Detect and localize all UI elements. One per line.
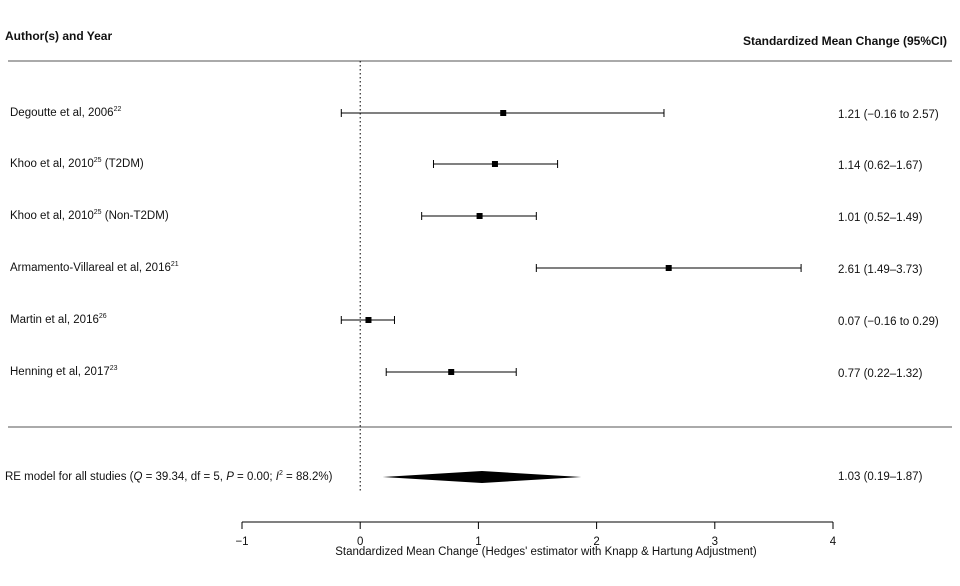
study-name: Khoo et al, 2010 [10,210,94,222]
point-estimate [665,265,672,271]
x-tick-label: 3 [712,536,718,548]
summary-label-part: 2 [279,470,283,477]
x-tick-label: −1 [235,536,248,548]
summary-label: RE model for all studies (Q = 39.34, df … [5,470,333,483]
summary-label-part: = 88.2%) [283,471,333,483]
study-label: Henning et al, 201723 [10,365,118,378]
study-ref: 25 [94,209,102,216]
summary-label-part: = 0.00; [234,471,276,483]
study-ref: 22 [114,106,122,113]
left-header: Author(s) and Year [5,29,112,43]
x-tick-label: 1 [475,536,481,548]
right-header: Standardized Mean Change (95%CI) [743,34,947,48]
summary-label-part: Q [133,471,142,483]
ci-label: 1.01 (0.52–1.49) [838,212,923,224]
point-estimate [500,110,507,116]
study-ref: 26 [99,313,107,320]
ci-label: 0.77 (0.22–1.32) [838,368,923,380]
ci-label: 0.07 (−0.16 to 0.29) [838,316,939,328]
study-label: Martin et al, 201626 [10,313,107,326]
summary-label-part: RE model for all studies ( [5,471,134,483]
summary-label-part: P [226,471,234,483]
x-axis-label: Standardized Mean Change (Hedges' estima… [335,546,757,558]
point-estimate [476,213,483,219]
study-ref: 23 [110,365,118,372]
study-label: Khoo et al, 201025 (T2DM) [10,157,144,170]
study-label: Degoutte et al, 200622 [10,106,121,119]
study-ref: 25 [94,157,102,164]
summary-diamond [382,471,582,483]
summary-ci-label: 1.03 (0.19–1.87) [838,471,923,483]
study-name: Armamento-Villareal et al, 2016 [10,262,171,274]
x-tick-label: 4 [830,536,837,548]
study-name: Degoutte et al, 2006 [10,107,114,119]
summary-label-part: I [276,471,280,483]
point-estimate [365,317,372,323]
point-estimate [491,161,498,167]
study-name: Martin et al, 2016 [10,314,99,326]
ci-label: 2.61 (1.49–3.73) [838,264,923,276]
study-name: Khoo et al, 2010 [10,158,94,170]
x-tick-label: 2 [593,536,599,548]
x-tick-label: 0 [357,536,363,548]
study-label: Khoo et al, 201025 (Non-T2DM) [10,209,169,222]
study-label: Armamento-Villareal et al, 201621 [10,261,179,274]
study-ref: 21 [171,261,179,268]
ci-label: 1.21 (−0.16 to 2.57) [838,109,939,121]
point-estimate [448,369,455,375]
study-suffix: (Non-T2DM) [102,210,169,222]
summary-label-part: = 39.34, df = 5, [142,471,226,483]
study-suffix: (T2DM) [102,158,144,170]
study-name: Henning et al, 2017 [10,366,110,378]
ci-label: 1.14 (0.62–1.67) [838,160,923,172]
